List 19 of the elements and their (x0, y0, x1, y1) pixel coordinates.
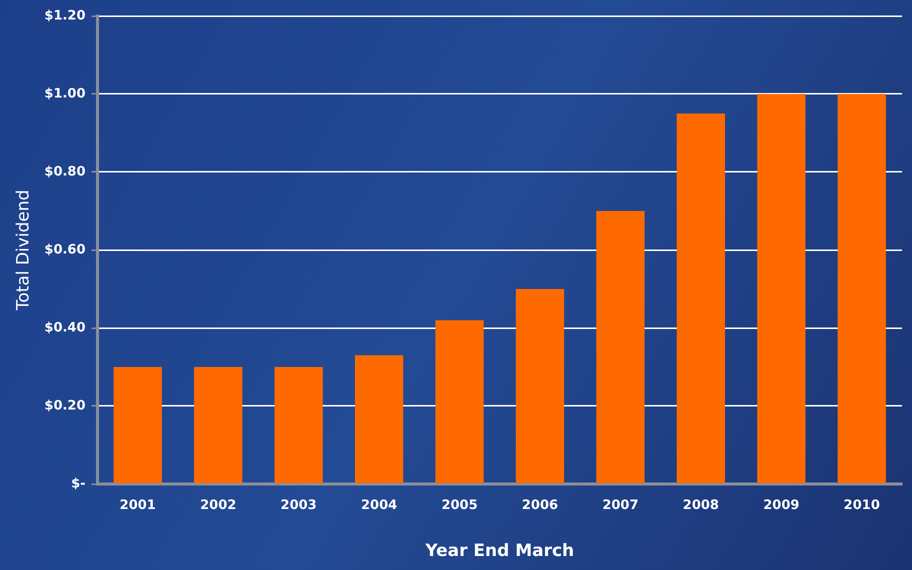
x-tick-label: 2007 (602, 498, 639, 514)
x-axis-title: Year End March (424, 541, 574, 562)
x-tick-label: 2004 (360, 498, 398, 514)
y-tick-label: $0.40 (44, 320, 86, 336)
y-axis-title: Total Dividend (14, 190, 34, 312)
x-tick-label: 2006 (522, 498, 558, 514)
y-tick-label: $0.60 (44, 242, 86, 258)
x-tick-label: 2009 (763, 498, 800, 514)
x-tick-label: 2002 (200, 498, 236, 514)
x-tick-label: 2010 (844, 498, 880, 514)
x-tick-label: 2003 (280, 498, 317, 514)
y-tick-label: $1.00 (44, 86, 86, 102)
y-tick-label: $0.20 (44, 398, 86, 414)
y-tick-label: $1.20 (44, 8, 86, 24)
y-tick-label: $0.80 (44, 164, 86, 180)
x-tick-label: 2001 (120, 498, 156, 514)
y-tick-label: $- (71, 476, 86, 492)
x-tick-label: 2008 (682, 498, 719, 514)
x-tick-label: 2005 (441, 498, 478, 514)
